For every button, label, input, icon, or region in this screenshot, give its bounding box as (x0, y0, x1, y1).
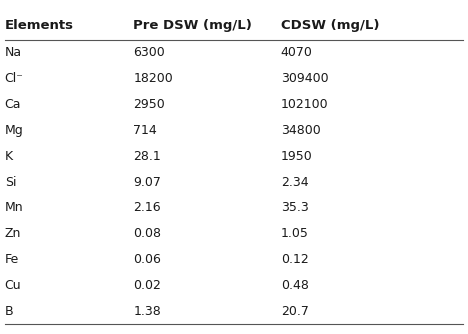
Text: Si: Si (5, 176, 16, 188)
Text: 1.38: 1.38 (133, 305, 161, 318)
Text: 9.07: 9.07 (133, 176, 161, 188)
Text: 0.06: 0.06 (133, 253, 161, 266)
Text: 2950: 2950 (133, 98, 165, 111)
Text: 35.3: 35.3 (281, 201, 308, 214)
Text: 0.12: 0.12 (281, 253, 308, 266)
Text: Pre DSW (mg/L): Pre DSW (mg/L) (133, 19, 252, 31)
Text: Cl⁻: Cl⁻ (5, 72, 23, 85)
Text: Ca: Ca (5, 98, 21, 111)
Text: 1950: 1950 (281, 150, 313, 163)
Text: 28.1: 28.1 (133, 150, 161, 163)
Text: 6300: 6300 (133, 46, 165, 59)
Text: 2.34: 2.34 (281, 176, 308, 188)
Text: Zn: Zn (5, 227, 21, 240)
Text: 34800: 34800 (281, 124, 321, 137)
Text: 0.02: 0.02 (133, 279, 161, 292)
Text: 18200: 18200 (133, 72, 173, 85)
Text: 1.05: 1.05 (281, 227, 309, 240)
Text: Mg: Mg (5, 124, 23, 137)
Text: CDSW (mg/L): CDSW (mg/L) (281, 19, 379, 31)
Text: 2.16: 2.16 (133, 201, 161, 214)
Text: Cu: Cu (5, 279, 22, 292)
Text: 714: 714 (133, 124, 157, 137)
Text: Na: Na (5, 46, 22, 59)
Text: Mn: Mn (5, 201, 23, 214)
Text: B: B (5, 305, 13, 318)
Text: 0.08: 0.08 (133, 227, 161, 240)
Text: 4070: 4070 (281, 46, 313, 59)
Text: 0.48: 0.48 (281, 279, 309, 292)
Text: K: K (5, 150, 13, 163)
Text: Fe: Fe (5, 253, 19, 266)
Text: Elements: Elements (5, 19, 73, 31)
Text: 102100: 102100 (281, 98, 329, 111)
Text: 309400: 309400 (281, 72, 329, 85)
Text: 20.7: 20.7 (281, 305, 309, 318)
